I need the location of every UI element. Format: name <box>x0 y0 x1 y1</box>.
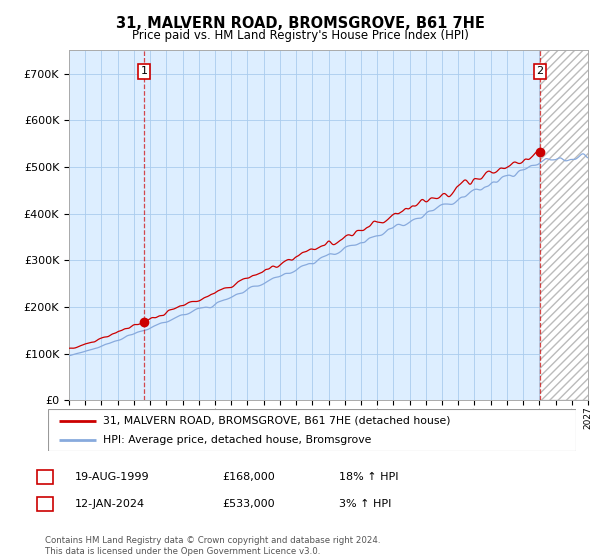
Text: 1: 1 <box>41 472 49 482</box>
Text: 2: 2 <box>41 499 49 509</box>
Text: 1: 1 <box>140 67 148 76</box>
Text: 19-AUG-1999: 19-AUG-1999 <box>75 472 149 482</box>
Text: £168,000: £168,000 <box>222 472 275 482</box>
Text: 2: 2 <box>536 67 544 76</box>
Text: Contains HM Land Registry data © Crown copyright and database right 2024.
This d: Contains HM Land Registry data © Crown c… <box>45 536 380 556</box>
Text: 31, MALVERN ROAD, BROMSGROVE, B61 7HE (detached house): 31, MALVERN ROAD, BROMSGROVE, B61 7HE (d… <box>103 416 451 426</box>
Text: 31, MALVERN ROAD, BROMSGROVE, B61 7HE: 31, MALVERN ROAD, BROMSGROVE, B61 7HE <box>116 16 484 31</box>
Text: 3% ↑ HPI: 3% ↑ HPI <box>339 499 391 509</box>
Text: 12-JAN-2024: 12-JAN-2024 <box>75 499 145 509</box>
Text: Price paid vs. HM Land Registry's House Price Index (HPI): Price paid vs. HM Land Registry's House … <box>131 29 469 42</box>
Text: HPI: Average price, detached house, Bromsgrove: HPI: Average price, detached house, Brom… <box>103 435 372 445</box>
Text: £533,000: £533,000 <box>222 499 275 509</box>
Text: 18% ↑ HPI: 18% ↑ HPI <box>339 472 398 482</box>
